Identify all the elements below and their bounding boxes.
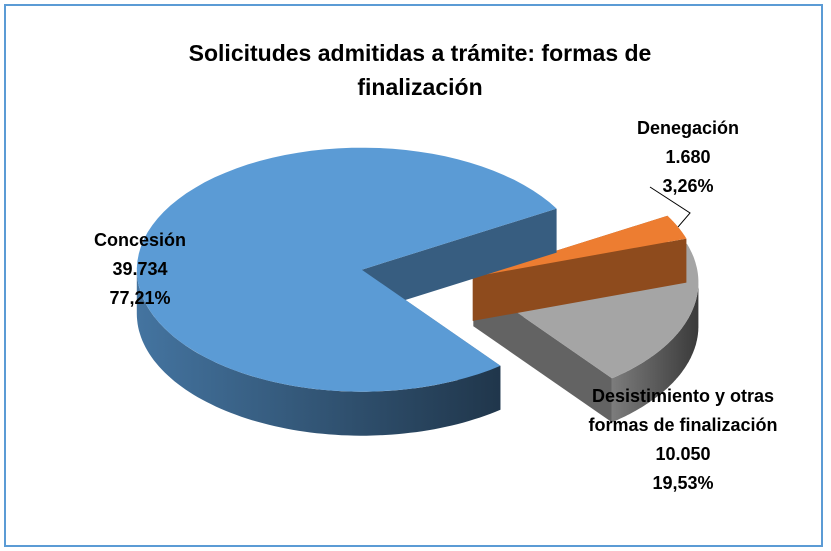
slice bbox=[136, 147, 557, 392]
label-value: 10.050 bbox=[655, 444, 711, 464]
slice-side bbox=[611, 282, 699, 423]
slice-face bbox=[473, 282, 612, 423]
slice-face bbox=[361, 208, 557, 314]
label-percent: 19,53% bbox=[652, 473, 714, 493]
leader-line bbox=[649, 186, 691, 228]
label-value: 39.734 bbox=[112, 259, 168, 279]
label-name: Desistimiento y otras formas de finaliza… bbox=[588, 386, 778, 435]
data-label: Concesión 39.734 77,21% bbox=[55, 226, 225, 313]
label-name: Concesión bbox=[93, 230, 186, 250]
label-name: Denegación bbox=[636, 118, 740, 138]
label-percent: 77,21% bbox=[109, 288, 171, 308]
label-percent: 3,26% bbox=[662, 176, 714, 196]
chart-title: Solicitudes admitidas a trámite: formas … bbox=[188, 40, 652, 100]
label-value: 1.680 bbox=[665, 147, 711, 167]
slice-face bbox=[472, 238, 687, 321]
data-label: Denegación 1.680 3,26% bbox=[603, 114, 773, 201]
slice-side bbox=[136, 269, 501, 436]
data-label: Desistimiento y otras formas de finaliza… bbox=[563, 382, 803, 498]
chart-frame bbox=[4, 4, 823, 547]
